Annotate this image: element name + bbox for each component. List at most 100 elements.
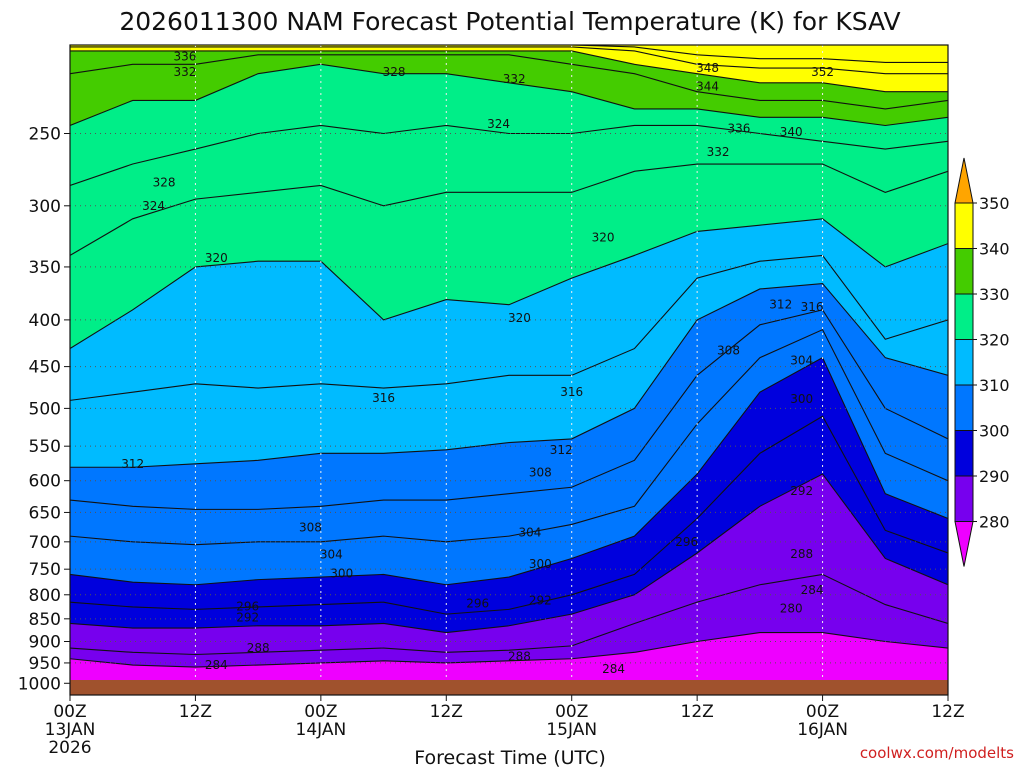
pressure-tick-label-950: 950 (29, 654, 61, 674)
time-tick-label-84-1: 12Z (931, 702, 964, 722)
pressure-axis: 2503003504004505005506006507007508008509… (18, 124, 70, 694)
contour-label-2: 328 (383, 65, 406, 79)
colorbar-label-280: 280 (979, 513, 1010, 532)
pressure-tick-label-450: 450 (29, 358, 61, 378)
pressure-tick-label-250: 250 (29, 124, 61, 144)
isentrope-320 (70, 218, 948, 350)
contour-label-6: 352 (811, 65, 834, 79)
pressure-tick-label-400: 400 (29, 311, 61, 331)
contour-label-17: 320 (508, 311, 531, 325)
colorbar-segment-4 (954, 339, 974, 386)
contour-label-21: 316 (560, 385, 583, 399)
colorbar-segment-3 (954, 293, 974, 340)
contour-label-18: 308 (717, 343, 740, 357)
isentrope-324 (70, 163, 948, 256)
time-tick-label-24-1: 00Z (304, 702, 337, 722)
isentrope-284 (70, 632, 948, 668)
time-tick-label-0-1: 00Z (53, 702, 86, 722)
contour-label-7: 324 (487, 117, 510, 131)
colorbar-label-330: 330 (979, 285, 1010, 304)
time-tick-label-36-1: 12Z (430, 702, 463, 722)
contour-label-10: 332 (707, 145, 730, 159)
plot-frame (69, 44, 949, 696)
time-tick-label-72-1: 00Z (806, 702, 839, 722)
isentrope-348 (70, 45, 948, 64)
pressure-tick-label-550: 550 (29, 437, 61, 457)
contour-label-35: 296 (236, 600, 259, 614)
contour-label-26: 292 (790, 484, 813, 498)
colorbar-segment-6 (954, 430, 974, 477)
contour-label-5: 344 (696, 79, 719, 93)
isentrope-292 (70, 473, 948, 634)
band-above-348 (70, 45, 948, 63)
time-tick-label-0-2: 13JAN (45, 720, 96, 740)
pressure-tick-label-850: 850 (29, 610, 61, 630)
pressure-tick-label-700: 700 (29, 533, 61, 553)
isentrope-336 (70, 54, 948, 110)
contour-label-29: 296 (675, 535, 698, 549)
isentrope-340 (70, 50, 948, 93)
terrain-ground-bar (70, 680, 948, 695)
isentrope-316 (70, 254, 948, 401)
contour-label-37: 292 (529, 594, 552, 608)
contour-label-23: 312 (550, 443, 573, 457)
pressure-tick-label-650: 650 (29, 503, 61, 523)
isentrope-312 (70, 283, 948, 468)
contour-label-15: 312 (769, 298, 792, 312)
contour-label-30: 304 (320, 548, 343, 562)
colorbar-label-350: 350 (979, 194, 1010, 213)
contour-label-41: 284 (205, 658, 228, 672)
contour-label-33: 300 (330, 566, 353, 580)
time-tick-label-12-1: 12Z (179, 702, 212, 722)
chart-title: 2026011300 NAM Forecast Potential Temper… (119, 7, 900, 36)
colorbar-segment-7 (954, 475, 974, 522)
colorbar-label-300: 300 (979, 422, 1010, 441)
pressure-tick-label-750: 750 (29, 560, 61, 580)
contour-label-19: 304 (790, 353, 813, 367)
time-tick-label-60-1: 12Z (681, 702, 714, 722)
colorbar-segment-5 (954, 384, 974, 431)
colorbar-label-320: 320 (979, 331, 1010, 350)
isentrope-332 (70, 63, 948, 127)
contour-label-20: 316 (372, 391, 395, 405)
contour-label-9: 340 (780, 125, 803, 139)
colorbar-label-310: 310 (979, 376, 1010, 395)
pressure-tick-label-350: 350 (29, 258, 61, 278)
time-tick-label-48-1: 00Z (555, 702, 588, 722)
isentrope-344 (70, 46, 948, 75)
color-fill-layer (70, 45, 948, 668)
contour-label-34: 284 (801, 583, 824, 597)
contour-label-39: 280 (780, 601, 803, 615)
contour-label-3: 332 (503, 72, 526, 86)
contour-label-36: 296 (466, 597, 489, 611)
isentrope-308 (70, 309, 948, 510)
pressure-tick-label-800: 800 (29, 586, 61, 606)
contour-label-11: 328 (153, 176, 176, 190)
time-tick-label-24-2: 14JAN (296, 720, 347, 740)
contour-label-0: 336 (174, 50, 197, 64)
colorbar-segment-2 (954, 248, 974, 295)
colorbar-label-340: 340 (979, 240, 1010, 259)
colorbar: 350 340 330 320 310 300 290 280 (954, 157, 1010, 567)
contour-label-8: 336 (727, 122, 750, 136)
isentrope-296 (70, 415, 948, 615)
isentrope-300 (70, 356, 948, 586)
contour-label-4: 348 (696, 61, 719, 75)
source-credit: coolwx.com/modelts (860, 744, 1014, 762)
time-tick-label-48-2: 15JAN (546, 720, 597, 740)
time-tick-label-0-3: 2026 (48, 738, 91, 758)
contour-label-16: 316 (801, 300, 824, 314)
colorbar-label-290: 290 (979, 467, 1010, 486)
contour-label-40: 288 (247, 641, 270, 655)
contour-label-32: 288 (790, 547, 813, 561)
pressure-tick-label-900: 900 (29, 632, 61, 652)
contour-label-1: 332 (174, 65, 197, 79)
isentrope-304 (70, 328, 948, 546)
time-tick-label-72-2: 16JAN (797, 720, 848, 740)
isentrope-contour-layer (70, 45, 948, 668)
contour-label-27: 308 (299, 520, 322, 534)
contour-label-31: 300 (529, 557, 552, 571)
